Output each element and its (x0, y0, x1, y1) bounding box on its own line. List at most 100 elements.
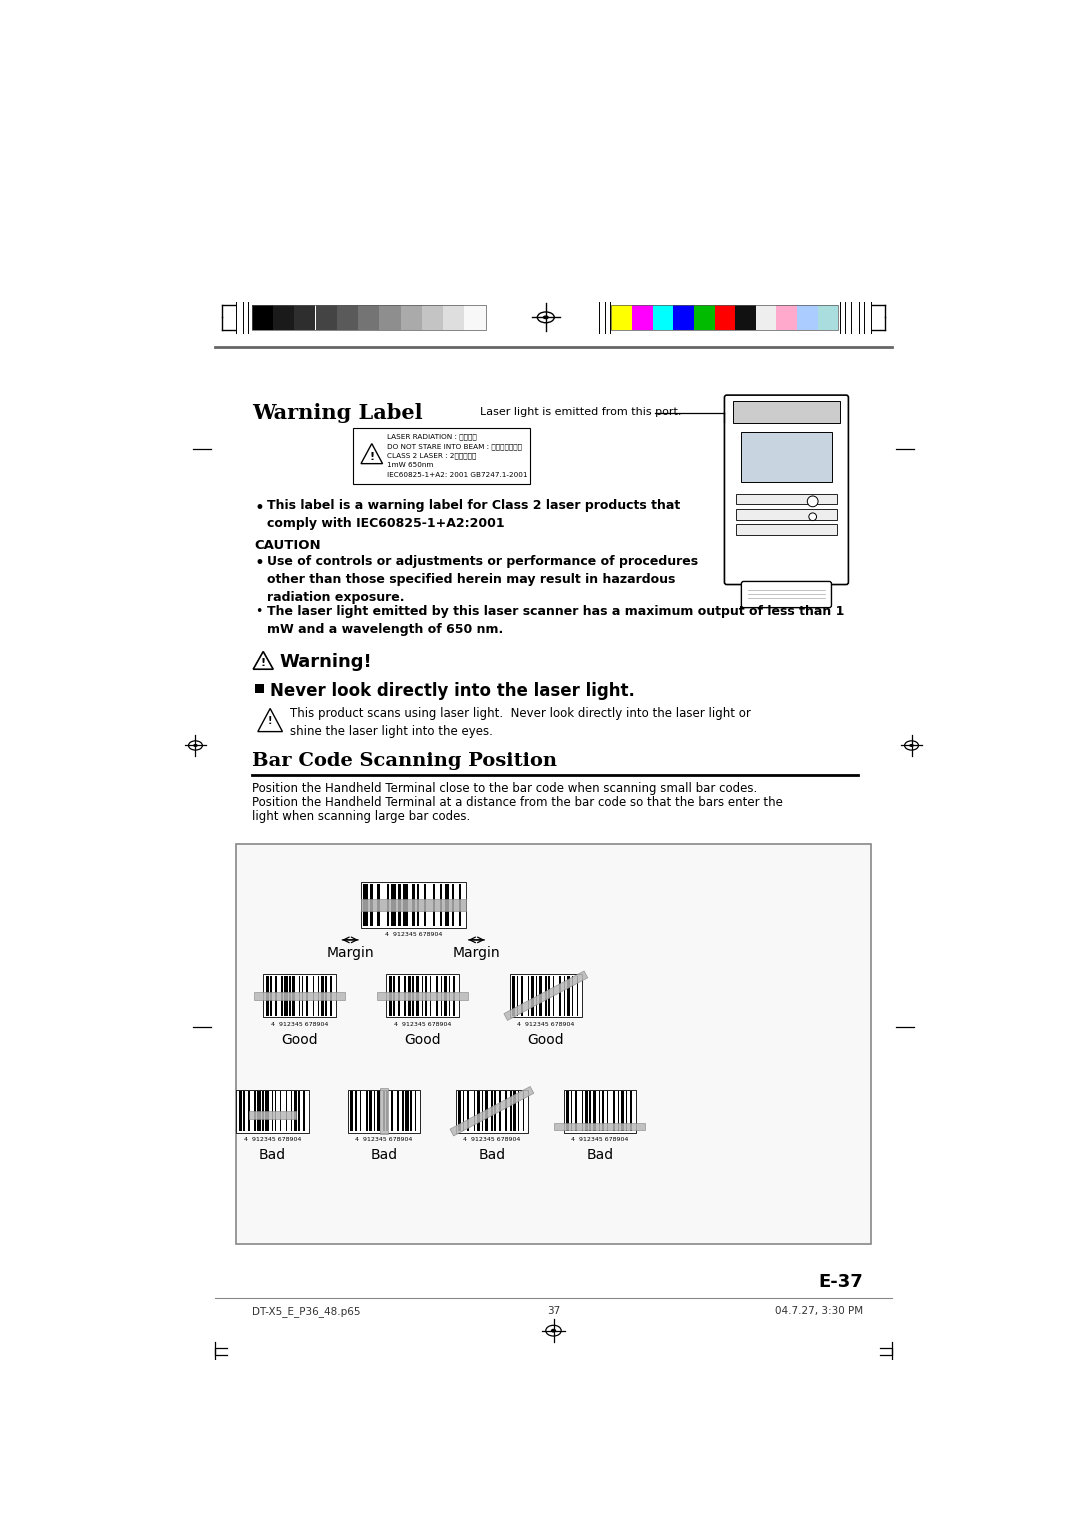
FancyBboxPatch shape (741, 582, 832, 608)
Bar (387, 1091, 388, 1131)
Bar (289, 976, 291, 1016)
Bar (301, 976, 303, 1016)
Bar (447, 976, 448, 1016)
Bar (355, 1091, 356, 1131)
Bar (464, 306, 486, 330)
Bar (294, 306, 315, 330)
Bar (599, 1091, 600, 1131)
Text: Position the Handheld Terminal close to the bar code when scanning small bar cod: Position the Handheld Terminal close to … (252, 782, 757, 796)
Circle shape (807, 497, 818, 507)
Bar (255, 685, 264, 694)
Bar (269, 1091, 272, 1131)
Bar (427, 883, 433, 926)
Bar (405, 1091, 408, 1131)
Bar (450, 976, 454, 1016)
Bar (305, 1091, 307, 1131)
Bar (387, 883, 389, 926)
Bar (455, 976, 457, 1016)
Bar (468, 1091, 469, 1131)
Ellipse shape (551, 1329, 556, 1332)
Bar (422, 306, 443, 330)
Text: This product scans using laser light.  Never look directly into the laser light : This product scans using laser light. Ne… (291, 707, 751, 738)
Bar (389, 883, 391, 926)
Bar (450, 1086, 534, 1135)
Text: Laser light is emitted from this port.: Laser light is emitted from this port. (481, 406, 681, 417)
Bar (518, 1091, 519, 1131)
Bar (427, 976, 430, 1016)
Bar (314, 976, 318, 1016)
Bar (715, 306, 735, 330)
Bar (735, 524, 837, 535)
Bar (518, 976, 522, 1016)
Text: Position the Handheld Terminal at a distance from the bar code so that the bars : Position the Handheld Terminal at a dist… (252, 796, 783, 810)
Bar (593, 1091, 596, 1131)
Bar (433, 883, 435, 926)
Bar (485, 1091, 488, 1131)
Text: •: • (255, 500, 265, 516)
Bar (448, 976, 450, 1016)
Bar (797, 306, 818, 330)
Bar (401, 306, 422, 330)
Bar (435, 883, 441, 926)
Bar (361, 882, 465, 927)
Bar (531, 976, 534, 1016)
Bar (252, 306, 273, 330)
Bar (554, 976, 559, 1016)
Bar (327, 976, 330, 1016)
Bar (632, 1091, 634, 1131)
Bar (269, 976, 270, 1016)
Text: 4  912345 678904: 4 912345 678904 (271, 1022, 328, 1027)
Bar (325, 976, 327, 1016)
Bar (443, 306, 464, 330)
Bar (577, 976, 578, 1016)
Bar (407, 976, 410, 1016)
Bar (631, 1091, 632, 1131)
Bar (307, 976, 308, 1016)
Text: Margin: Margin (326, 946, 374, 960)
Bar (275, 976, 276, 1016)
Bar (818, 306, 838, 330)
Bar (777, 306, 797, 330)
Bar (300, 1091, 303, 1131)
Bar (499, 1091, 500, 1131)
Bar (380, 1088, 388, 1134)
Bar (515, 976, 516, 1016)
Bar (388, 1091, 391, 1131)
Bar (239, 1091, 242, 1131)
Bar (417, 883, 419, 926)
Bar (411, 1091, 415, 1131)
Bar (400, 976, 405, 1016)
Bar (367, 1091, 369, 1131)
Bar (293, 1091, 294, 1131)
Bar (583, 1091, 584, 1131)
Bar (620, 1091, 621, 1131)
Bar (504, 970, 588, 1021)
Bar (561, 976, 564, 1016)
Bar (395, 976, 399, 1016)
Bar (415, 1091, 417, 1131)
Text: DT-X5_E_P36_48.p65: DT-X5_E_P36_48.p65 (252, 1306, 360, 1317)
Text: CLASS 2 LASER : 2级激光产品: CLASS 2 LASER : 2级激光产品 (387, 452, 476, 460)
Bar (356, 1091, 360, 1131)
Bar (578, 976, 580, 1016)
Bar (387, 975, 459, 1018)
Bar (608, 1091, 613, 1131)
Bar (477, 1091, 481, 1131)
Bar (611, 306, 838, 330)
Bar (590, 1091, 591, 1131)
Bar (454, 883, 459, 926)
Bar (572, 1091, 576, 1131)
Bar (262, 1091, 264, 1131)
Bar (523, 976, 528, 1016)
Text: E-37: E-37 (819, 1273, 863, 1291)
Bar (402, 1091, 404, 1131)
Bar (374, 1091, 376, 1131)
Bar (443, 976, 444, 1016)
Bar (353, 1091, 355, 1131)
Text: 4  912345 678904: 4 912345 678904 (394, 1022, 451, 1027)
Bar (276, 1091, 280, 1131)
Bar (564, 1089, 636, 1132)
Bar (315, 306, 337, 330)
Bar (618, 1091, 620, 1131)
Bar (353, 428, 530, 484)
